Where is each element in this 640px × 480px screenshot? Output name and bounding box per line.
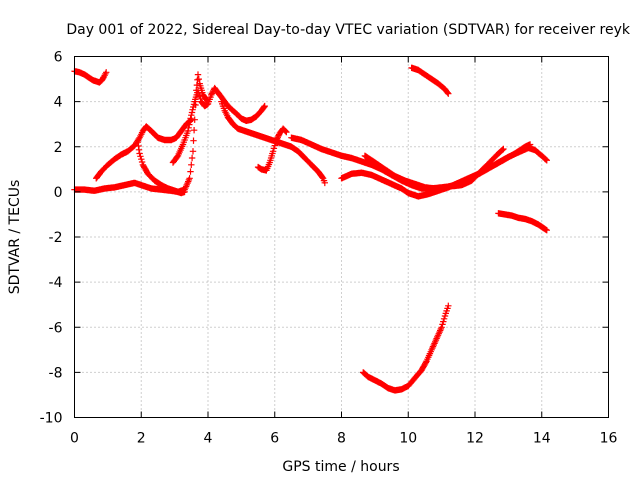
y-tick-label: -10	[40, 411, 63, 427]
plus-markers	[218, 98, 328, 187]
plus-markers	[93, 116, 195, 182]
chart-title: Day 001 of 2022, Sidereal Day-to-day VTE…	[66, 22, 631, 38]
x-tick-label: 2	[137, 431, 146, 447]
x-tick-label: 8	[337, 431, 346, 447]
series-arc-h	[288, 134, 507, 192]
plus-markers	[288, 134, 507, 192]
y-tick-label: 2	[54, 140, 63, 156]
plus-markers	[134, 139, 188, 197]
data-series	[71, 64, 550, 394]
series-arc-j	[361, 141, 534, 192]
grid	[74, 56, 609, 418]
series-arc-d	[134, 139, 188, 197]
tick-labels: 0 2 4 6 8 10 12 14 16 -10 -8 -6 -4 -2 0 2 4 6	[40, 50, 618, 447]
plus-markers	[408, 64, 452, 97]
x-tick-label: 16	[600, 431, 618, 447]
series-arc-m	[360, 302, 452, 394]
plus-markers	[361, 141, 534, 192]
x-tick-label: 10	[399, 431, 417, 447]
x-tick-label: 14	[533, 431, 551, 447]
y-tick-label: 4	[54, 95, 63, 111]
y-axis-label: SDTVAR / TECUs	[7, 180, 23, 295]
x-tick-label: 6	[270, 431, 279, 447]
plus-markers	[254, 125, 290, 174]
x-tick-label: 0	[70, 431, 79, 447]
y-tick-label: 0	[54, 185, 63, 201]
plus-markers	[169, 84, 268, 166]
series-arc-e	[169, 84, 268, 166]
plus-markers	[71, 68, 110, 86]
series-arc-a	[71, 68, 110, 86]
x-tick-label: 4	[204, 431, 213, 447]
series-arc-f	[218, 98, 328, 187]
series-arc-k	[408, 64, 452, 97]
x-tick-label: 12	[466, 431, 484, 447]
series-arc-l	[495, 210, 550, 234]
axis-ticks	[74, 56, 609, 418]
y-tick-label: 6	[54, 50, 63, 66]
y-tick-label: -2	[49, 230, 63, 246]
x-axis-label: GPS time / hours	[282, 459, 399, 475]
y-tick-label: -4	[49, 275, 63, 291]
y-tick-label: -6	[49, 320, 63, 336]
plus-markers	[495, 210, 550, 234]
plus-markers	[360, 302, 452, 394]
series-arc-g	[254, 125, 290, 174]
series-arc-c	[93, 116, 195, 182]
y-tick-label: -8	[49, 365, 63, 381]
